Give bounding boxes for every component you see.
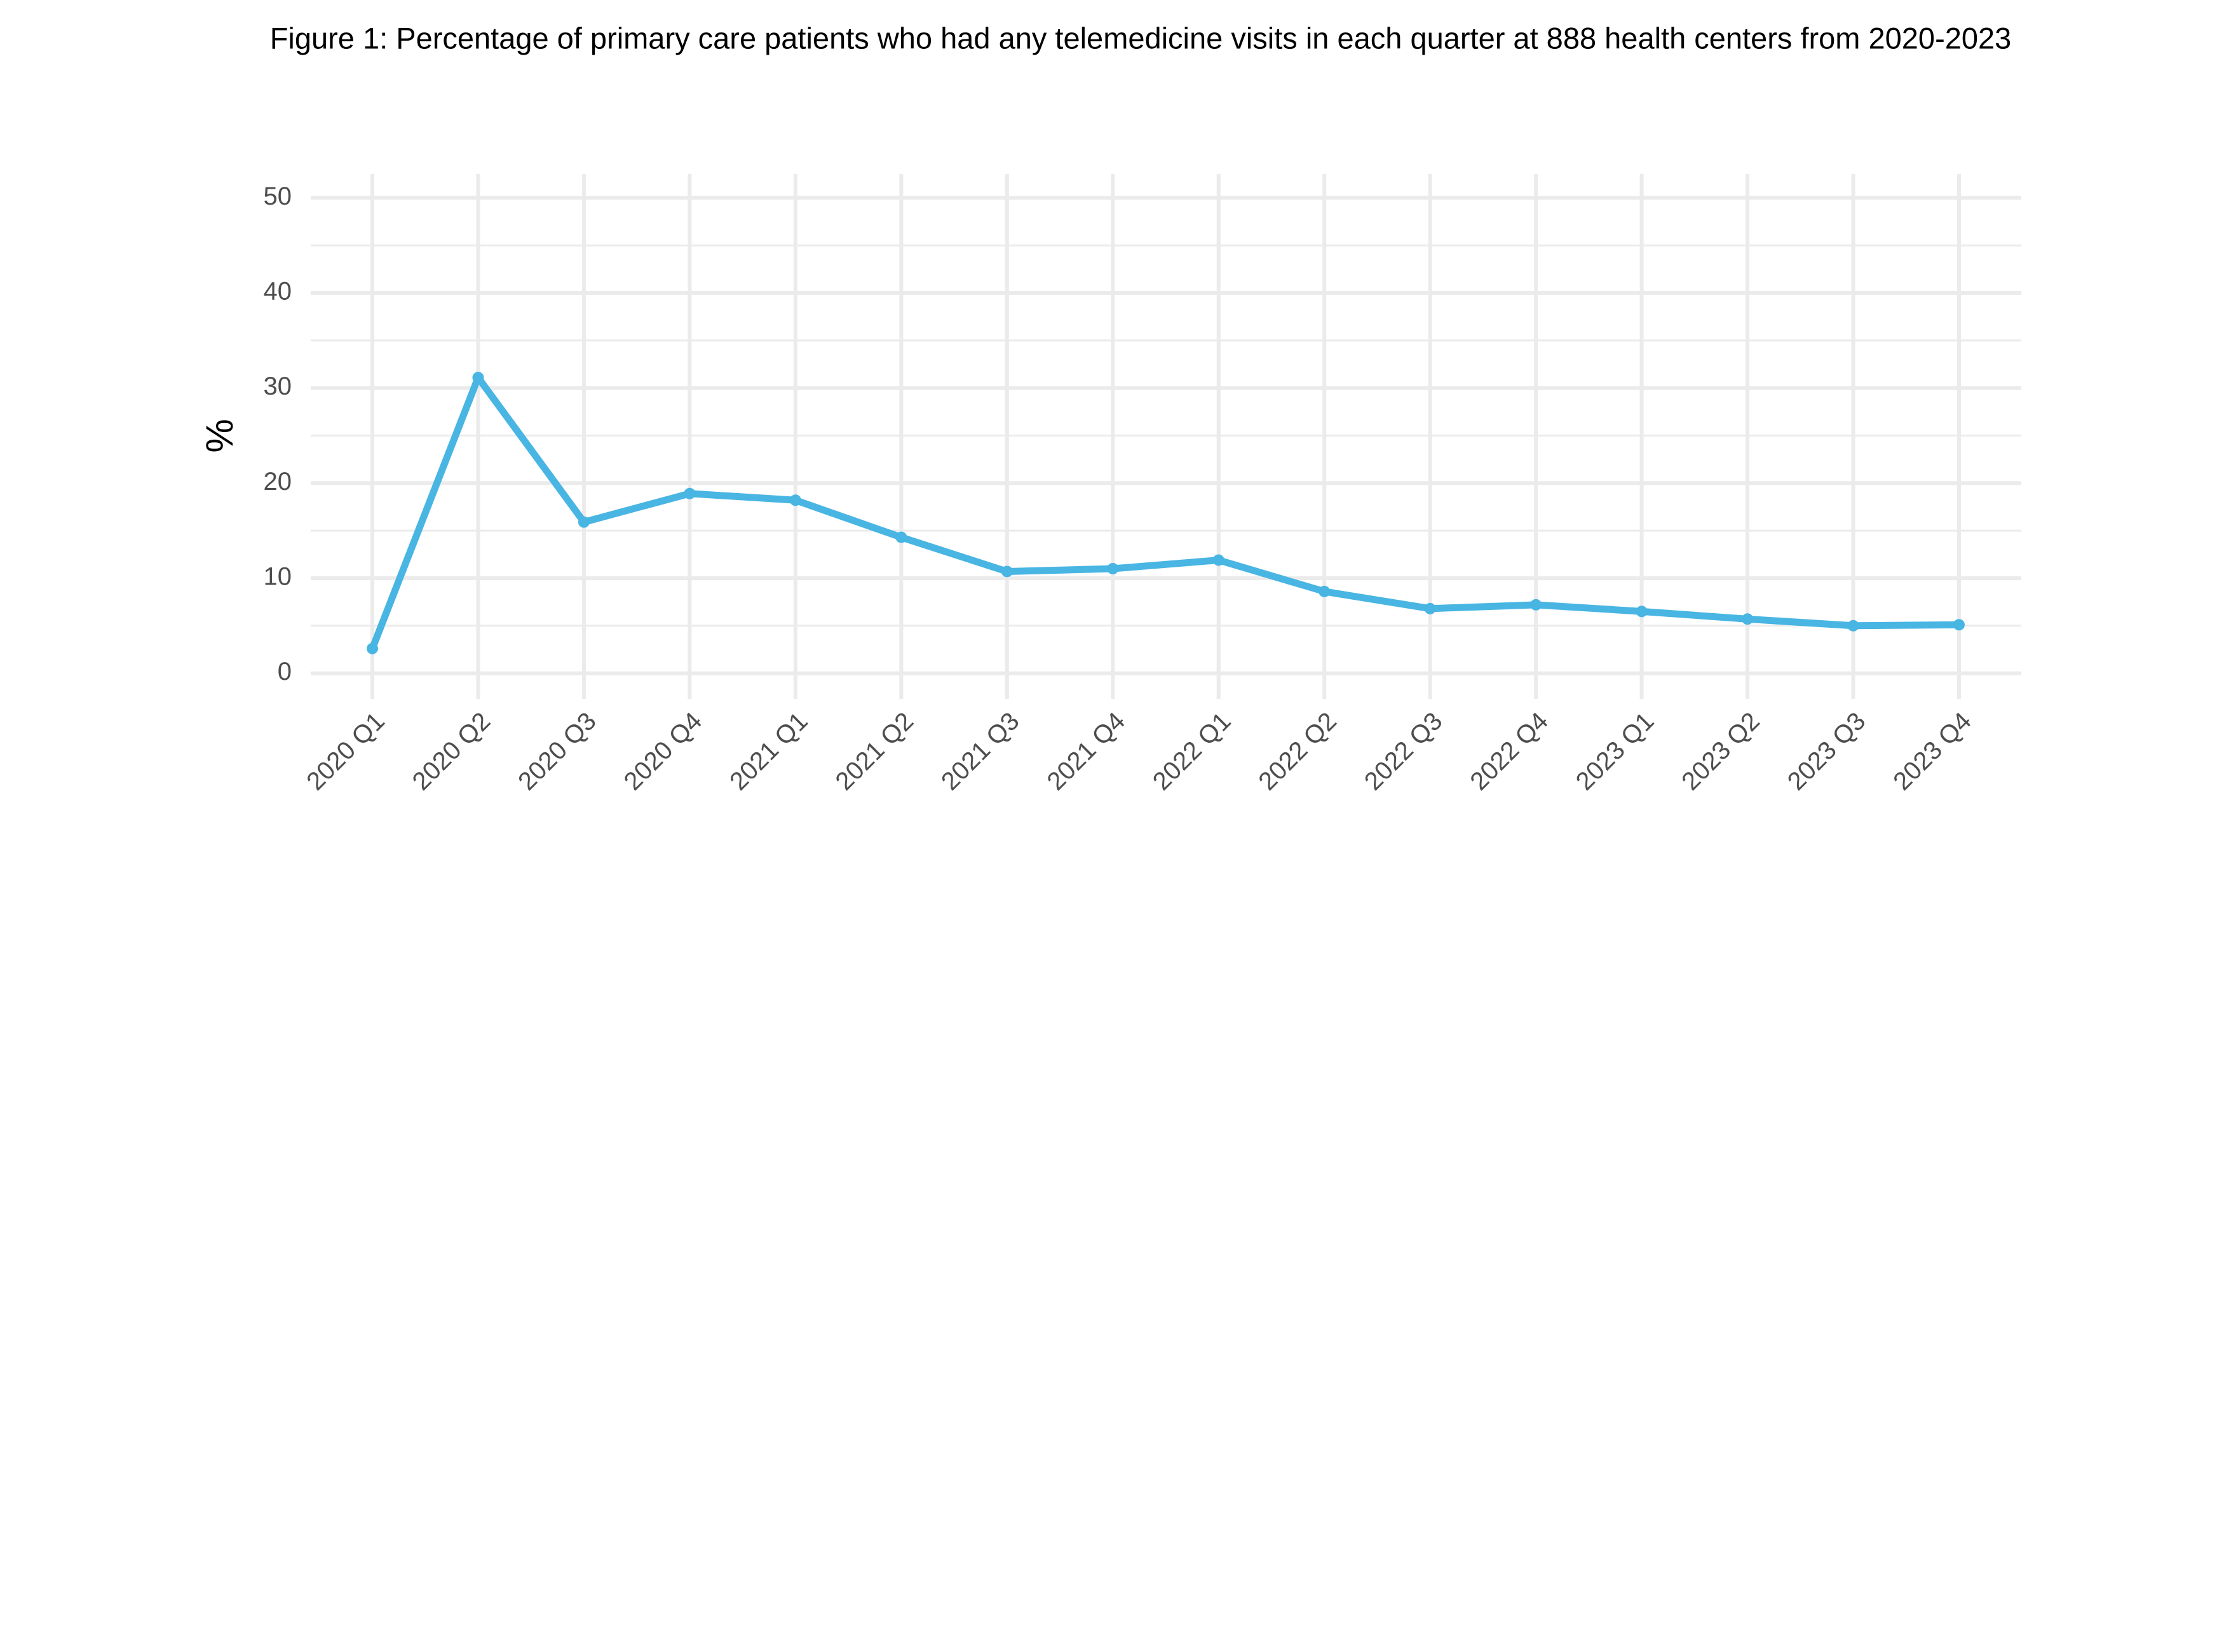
x-tick-label: 2023 Q4 xyxy=(1888,707,1977,796)
y-tick-label: 10 xyxy=(264,563,292,591)
x-tick-label: 2022 Q4 xyxy=(1465,707,1554,796)
x-tick-label: 2022 Q2 xyxy=(1253,707,1342,796)
x-tick-label: 2020 Q2 xyxy=(407,707,496,796)
series-line xyxy=(369,374,1963,653)
y-tick-label: 0 xyxy=(278,658,292,686)
y-tick-label: 40 xyxy=(264,278,292,306)
y-tick-label: 50 xyxy=(264,182,292,210)
x-tick-label: 2023 Q2 xyxy=(1676,707,1765,796)
x-tick-label: 2021 Q3 xyxy=(936,707,1025,796)
data-point xyxy=(1212,554,1224,566)
y-axis-label: % xyxy=(198,419,241,452)
x-tick-label: 2020 Q3 xyxy=(513,707,602,796)
data-point xyxy=(1530,599,1542,611)
chart-title: Figure 1: Percentage of primary care pat… xyxy=(270,21,2012,55)
data-point xyxy=(1636,606,1648,618)
data-point xyxy=(578,516,590,528)
x-tick-label: 2020 Q4 xyxy=(619,707,708,796)
data-point xyxy=(1107,562,1119,574)
data-point xyxy=(684,487,696,499)
data-point xyxy=(1424,602,1436,614)
data-point xyxy=(1001,565,1013,578)
data-point xyxy=(1319,585,1331,597)
data-point xyxy=(367,642,378,654)
x-tick-label: 2023 Q1 xyxy=(1571,707,1660,796)
y-tick-label: 30 xyxy=(264,372,292,400)
x-tick-label: 2020 Q1 xyxy=(301,707,390,796)
x-tick-label: 2022 Q1 xyxy=(1148,707,1237,796)
x-tick-label: 2021 Q2 xyxy=(831,707,919,796)
x-tick-label: 2022 Q3 xyxy=(1359,707,1448,796)
data-point xyxy=(1847,620,1859,632)
data-point xyxy=(1742,613,1754,625)
data-point xyxy=(472,372,484,384)
x-tick-label: 2021 Q4 xyxy=(1041,707,1130,796)
data-point xyxy=(1953,619,1965,631)
data-point xyxy=(789,494,801,506)
y-tick-label: 20 xyxy=(264,468,292,496)
x-tick-label: 2021 Q1 xyxy=(724,707,813,796)
data-point xyxy=(895,531,907,543)
x-tick-label: 2023 Q3 xyxy=(1782,707,1871,796)
